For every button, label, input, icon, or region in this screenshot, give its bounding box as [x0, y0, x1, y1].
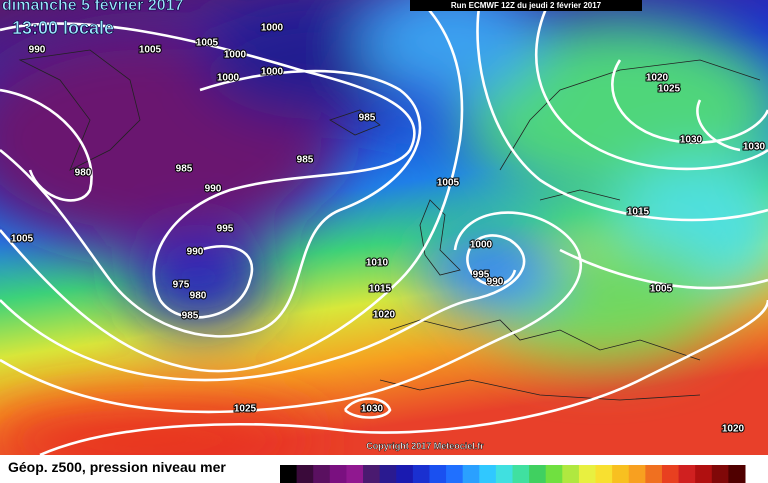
map-date: dimanche 5 février 2017: [2, 0, 184, 14]
isobar-label: 985: [359, 113, 376, 124]
color-scale: [280, 465, 746, 483]
isobar-label: 1025: [234, 404, 257, 415]
scale-swatch: [412, 465, 430, 483]
isobar-label: 1005: [196, 38, 219, 49]
scale-swatch: [628, 465, 646, 483]
isobar-label: 985: [176, 164, 193, 175]
scale-swatch: [612, 465, 630, 483]
isobar-label: 975: [173, 280, 190, 291]
scale-swatch: [495, 465, 513, 483]
isobar-label: 1020: [722, 424, 745, 435]
scale-swatch: [446, 465, 464, 483]
run-info: Run ECMWF 12Z du jeudi 2 février 2017: [451, 1, 602, 10]
scale-swatch: [578, 465, 597, 483]
scale-swatch: [595, 465, 613, 483]
map-time: 13:00 locale: [12, 18, 114, 38]
scale-swatch: [728, 465, 746, 483]
isobar-label: 1020: [646, 73, 669, 84]
isobar-label: 1000: [261, 67, 284, 78]
scale-swatch: [429, 465, 447, 483]
scale-swatch: [329, 465, 347, 483]
scale-swatch: [280, 465, 298, 483]
scale-swatch: [562, 465, 580, 483]
coastlines: [18, 49, 761, 401]
scale-swatch: [296, 465, 314, 483]
isobar-label: 990: [205, 184, 222, 195]
isobar-label: 1005: [139, 45, 162, 56]
isobar-label: 995: [217, 224, 234, 235]
isobar-label: 1030: [361, 404, 384, 415]
isobar-label: 1015: [627, 207, 650, 218]
scale-swatch: [363, 465, 381, 483]
isobar-label: 1005: [437, 178, 460, 189]
scale-swatch: [396, 465, 414, 483]
scale-swatch: [462, 465, 480, 483]
isobar-label: 1000: [261, 23, 284, 34]
scale-swatch: [313, 465, 331, 483]
scale-swatch: [661, 465, 680, 483]
isobar-labels: 990 1005 1005 1000 1000 1000 1000 985 985 980 985 9…: [10, 22, 767, 436]
scale-swatch: [529, 465, 547, 483]
isobars: [0, 0, 768, 455]
scale-swatch: [695, 465, 713, 483]
scale-swatch: [645, 465, 663, 483]
isobar-label: 1000: [217, 73, 240, 84]
isobar-label: 1000: [224, 50, 247, 61]
isobar-label: 980: [75, 168, 92, 179]
legend-title: Géop. z500, pression niveau mer: [8, 459, 226, 475]
scale-swatch: [678, 465, 696, 483]
isobar-label: 1010: [366, 258, 389, 269]
isobar-label: 1025: [658, 84, 681, 95]
isobar-label: 1030: [680, 135, 703, 146]
isobar-label: 980: [190, 291, 207, 302]
scale-swatch: [479, 465, 497, 483]
isobar-label: 1020: [373, 310, 396, 321]
scale-swatch: [379, 465, 397, 483]
isobar-label: 1015: [369, 284, 392, 295]
isobar-label: 985: [182, 311, 199, 322]
isobar-label: 1030: [743, 142, 766, 153]
copyright: Copyright 2017 Meteociel.fr: [366, 441, 484, 451]
isobar-label: 990: [487, 277, 504, 288]
scale-swatch: [512, 465, 530, 483]
isobar-label: 990: [29, 45, 46, 56]
isobar-label: 985: [297, 155, 314, 166]
scale-swatch: [545, 465, 563, 483]
isobar-label: 990: [187, 247, 204, 258]
scale-swatch: [711, 465, 729, 483]
run-box: [410, 0, 642, 11]
isobar-label: 1005: [650, 284, 673, 295]
isobar-label: 1000: [470, 240, 493, 251]
isobar-label: 995: [473, 270, 490, 281]
scale-swatch: [346, 465, 364, 483]
isobar-label: 1005: [11, 234, 34, 245]
